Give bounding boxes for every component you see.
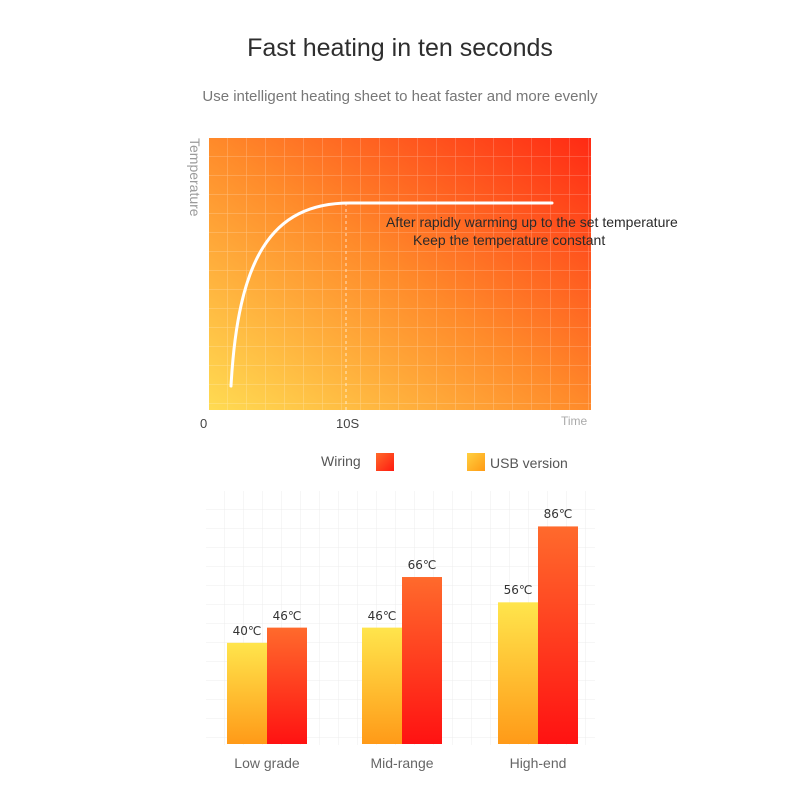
bar-value-label: 86℃ [543, 507, 573, 522]
legend-wiring-swatch [376, 453, 394, 471]
temperature-curve [229, 201, 554, 388]
category-label: High-end [509, 755, 567, 771]
bar-value-label: 40℃ [232, 623, 262, 638]
legend-wiring-label: Wiring [321, 453, 361, 469]
bar-usb-2 [498, 602, 538, 744]
annotation-line-2: Keep the temperature constant [413, 232, 606, 248]
bar-value-label: 46℃ [367, 608, 397, 623]
y-axis-label: Temperature [187, 138, 203, 217]
bar-value-label: 56℃ [503, 583, 533, 598]
chart-grid [209, 138, 591, 410]
bar-wiring-0 [267, 627, 307, 744]
x-tick-10s: 10S [336, 416, 360, 431]
page-subtitle: Use intelligent heating sheet to heat fa… [202, 88, 598, 105]
x-axis-label: Time [561, 414, 588, 428]
bar-value-label: 46℃ [272, 608, 302, 623]
legend-usb-swatch [467, 453, 485, 471]
category-label: Mid-range [370, 755, 434, 771]
bar-usb-0 [227, 642, 267, 744]
category-label: Low grade [234, 755, 300, 771]
x-tick-0: 0 [200, 416, 208, 431]
legend-usb-label: USB version [490, 455, 568, 471]
annotation-line-1: After rapidly warming up to the set temp… [386, 214, 678, 230]
bar-wiring-1 [402, 577, 442, 744]
bar-value-label: 66℃ [407, 558, 437, 573]
page-title: Fast heating in ten seconds [247, 34, 553, 62]
bar-usb-1 [362, 627, 402, 744]
bar-wiring-2 [538, 526, 578, 744]
